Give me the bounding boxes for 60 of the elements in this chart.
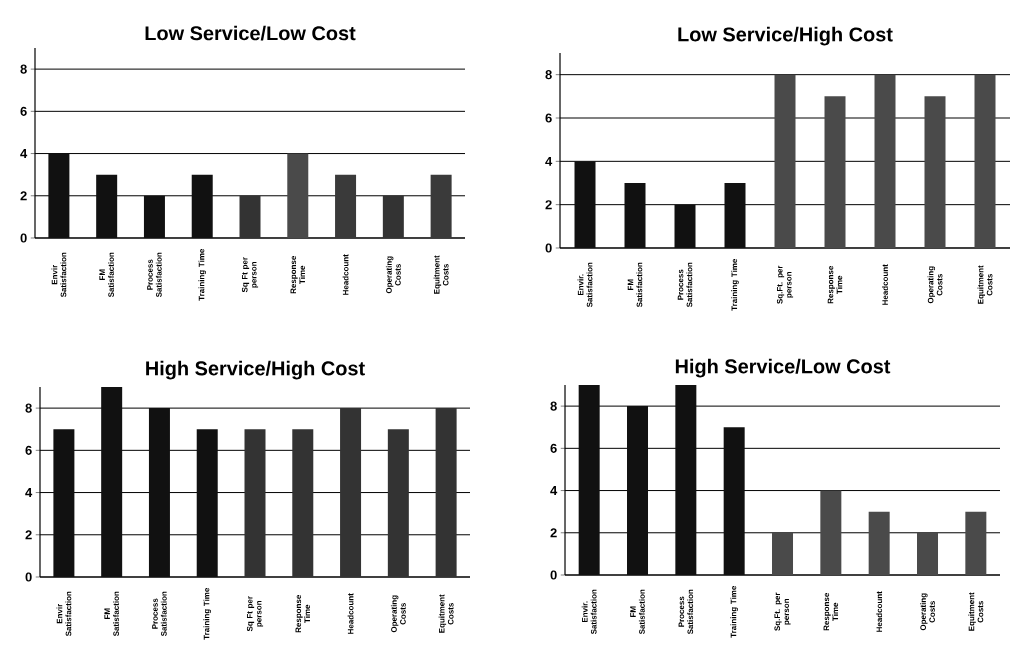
bar xyxy=(627,406,649,575)
bar xyxy=(674,204,696,248)
chart-title: Low Service/Low Cost xyxy=(145,25,356,41)
y-tick-label: 0 xyxy=(545,243,552,253)
bar xyxy=(287,153,309,238)
y-tick-label: 4 xyxy=(20,149,28,159)
y-tick-label: 2 xyxy=(20,191,27,201)
y-tick-label: 6 xyxy=(545,113,552,123)
bar xyxy=(874,74,896,248)
bar xyxy=(53,429,75,577)
y-tick-label: 4 xyxy=(25,488,33,498)
bar xyxy=(724,183,746,248)
bar xyxy=(340,408,362,577)
chart-title: High Service/High Cost xyxy=(146,360,365,380)
bar xyxy=(974,74,996,248)
y-tick-label: 6 xyxy=(25,445,32,455)
chart-title: Low Service/High Cost xyxy=(678,26,893,46)
bar xyxy=(723,427,745,575)
y-tick-label: 8 xyxy=(20,64,27,74)
bar xyxy=(239,195,261,238)
bar xyxy=(435,408,457,577)
bar xyxy=(772,532,794,575)
bar xyxy=(196,429,218,577)
y-tick-label: 0 xyxy=(25,572,32,582)
bar xyxy=(387,429,409,577)
y-tick-label: 4 xyxy=(545,156,553,166)
y-tick-label: 2 xyxy=(550,528,557,538)
bar xyxy=(143,195,165,238)
y-tick-label: 4 xyxy=(550,486,558,496)
bar xyxy=(148,408,170,577)
bar xyxy=(382,195,404,238)
bar xyxy=(820,490,842,575)
bar xyxy=(191,174,213,238)
bar xyxy=(917,532,939,575)
bar xyxy=(675,385,697,575)
y-tick-label: 8 xyxy=(550,401,557,411)
bar xyxy=(96,174,118,238)
bar xyxy=(774,74,796,248)
bar xyxy=(430,174,452,238)
y-tick-label: 0 xyxy=(550,570,557,580)
y-tick-label: 8 xyxy=(545,70,552,80)
chart-title: High Service/Low Cost xyxy=(675,358,891,378)
bar xyxy=(574,161,596,248)
bar xyxy=(335,174,357,238)
y-tick-label: 0 xyxy=(20,233,27,243)
bar xyxy=(824,96,846,248)
bar xyxy=(624,183,646,248)
bar xyxy=(965,511,987,575)
bar xyxy=(244,429,266,577)
bar xyxy=(578,385,600,575)
y-tick-label: 6 xyxy=(550,443,557,453)
y-tick-label: 6 xyxy=(20,106,27,116)
bar xyxy=(48,153,70,238)
bar xyxy=(292,429,314,577)
bar xyxy=(101,387,123,577)
bar xyxy=(924,96,946,248)
y-tick-label: 2 xyxy=(25,530,32,540)
y-tick-label: 8 xyxy=(25,403,32,413)
y-tick-label: 2 xyxy=(545,200,552,210)
bar xyxy=(868,511,890,575)
